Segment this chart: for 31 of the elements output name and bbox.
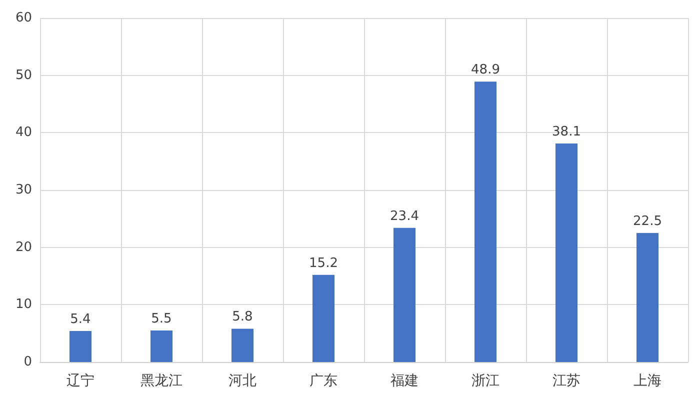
x-tick-label: 广东 xyxy=(310,373,338,389)
bar xyxy=(556,144,578,362)
y-tick-label: 10 xyxy=(15,297,32,312)
data-label: 5.5 xyxy=(151,311,172,326)
x-tick-label: 上海 xyxy=(634,373,662,389)
y-tick-label: 40 xyxy=(15,125,32,140)
data-label: 48.9 xyxy=(471,62,500,78)
bar xyxy=(232,328,254,362)
data-label: 38.1 xyxy=(552,124,581,140)
data-label: 5.4 xyxy=(70,312,91,328)
bar xyxy=(312,274,334,362)
data-label: 5.8 xyxy=(232,310,253,325)
y-tick-label: 20 xyxy=(15,240,32,255)
x-tick-label: 辽宁 xyxy=(66,373,94,389)
y-tick-label: 0 xyxy=(24,354,32,370)
y-tick-label: 60 xyxy=(15,10,32,26)
bar xyxy=(474,82,496,362)
bar xyxy=(636,233,658,362)
bar xyxy=(150,330,172,362)
data-label: 15.2 xyxy=(309,256,338,271)
x-tick-label: 浙江 xyxy=(472,373,500,389)
data-label: 23.4 xyxy=(390,208,419,224)
x-tick-label: 黑龙江 xyxy=(140,373,182,389)
y-tick-label: 50 xyxy=(15,68,32,83)
bar xyxy=(394,228,416,362)
bar xyxy=(70,331,92,362)
x-tick-label: 福建 xyxy=(390,373,418,389)
data-label: 22.5 xyxy=(633,214,662,229)
x-tick-label: 河北 xyxy=(228,373,256,389)
x-tick-label: 江苏 xyxy=(552,373,580,389)
y-tick-label: 30 xyxy=(15,182,32,198)
